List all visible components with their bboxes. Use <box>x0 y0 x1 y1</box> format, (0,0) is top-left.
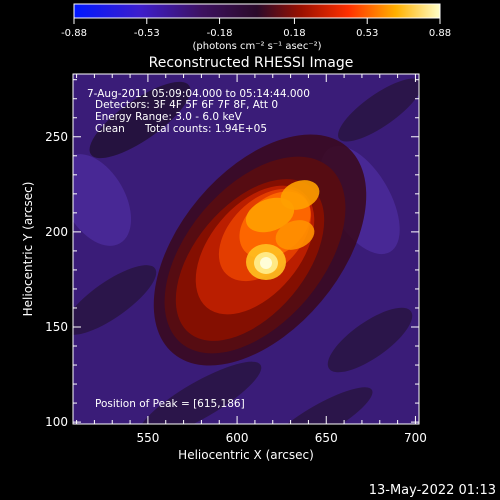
colorbar-tick-label: -0.53 <box>134 28 160 39</box>
annotation-total-counts: Total counts: 1.94E+05 <box>144 123 267 135</box>
heat-blob <box>73 265 157 335</box>
annotation-detectors: Detectors: 3F 4F 5F 6F 7F 8F, Att 0 <box>95 99 278 111</box>
colorbar-tick-label: -0.88 <box>61 28 87 39</box>
x-tick-label: 550 <box>136 431 159 445</box>
heat-blob <box>338 78 419 142</box>
y-tick-label: 200 <box>45 225 68 239</box>
colorbar-tick-label: 0.18 <box>283 28 305 39</box>
heat-blob <box>138 361 262 424</box>
chart-title: Reconstructed RHESSI Image <box>149 55 354 71</box>
annotation-algorithm: Clean <box>95 123 125 135</box>
colorbar-tick-label: 0.53 <box>356 28 378 39</box>
x-axis-label: Heliocentric X (arcsec) <box>178 448 314 462</box>
heat-blob <box>89 81 191 159</box>
annotation-energy: Energy Range: 3.0 - 6.0 keV <box>95 111 243 123</box>
heatmap-image <box>73 74 419 424</box>
annotation-time-range: 7-Aug-2011 05:09:04.000 to 05:14:44.000 <box>87 88 310 100</box>
annotation-peak-position: Position of Peak = [615,186] <box>95 398 245 410</box>
colorbar <box>73 3 441 19</box>
heat-blob <box>280 180 320 210</box>
heat-blob <box>260 257 272 269</box>
colorbar-ticks: -0.88 -0.53 -0.18 0.18 0.53 0.88 <box>61 18 451 39</box>
heat-blob <box>73 154 132 246</box>
axis-ticks: 550 600 650 700 100 150 200 250 <box>45 74 427 445</box>
heat-blob <box>275 220 315 250</box>
x-tick-label: 650 <box>315 431 338 445</box>
footer-timestamp: 13-May-2022 01:13 <box>369 483 496 498</box>
heat-blob <box>327 307 413 373</box>
y-axis-label: Heliocentric Y (arcsec) <box>21 182 35 317</box>
y-tick-label: 150 <box>45 320 68 334</box>
y-tick-label: 100 <box>45 415 68 429</box>
x-tick-label: 700 <box>404 431 427 445</box>
plot-frame <box>72 73 420 425</box>
colorbar-tick-label: 0.88 <box>429 28 451 39</box>
y-tick-label: 250 <box>45 130 68 144</box>
colorbar-unit-label: (photons cm⁻² s⁻¹ asec⁻²) <box>192 41 321 52</box>
x-tick-label: 600 <box>226 431 249 445</box>
heat-blob <box>267 387 373 424</box>
heat-blob <box>245 197 295 233</box>
colorbar-tick-label: -0.18 <box>207 28 233 39</box>
